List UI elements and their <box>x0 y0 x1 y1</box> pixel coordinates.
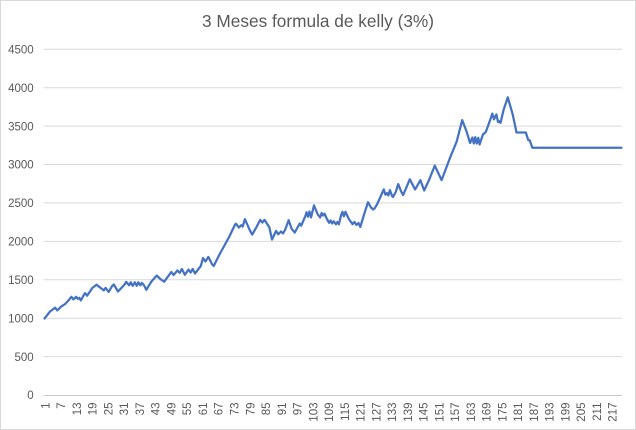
svg-text:19: 19 <box>88 403 100 416</box>
svg-text:3500: 3500 <box>8 121 34 133</box>
svg-text:91: 91 <box>277 403 289 416</box>
svg-text:67: 67 <box>214 403 226 416</box>
svg-text:145: 145 <box>419 403 431 422</box>
svg-text:187: 187 <box>529 403 541 422</box>
svg-text:13: 13 <box>72 403 84 416</box>
svg-text:181: 181 <box>513 403 525 422</box>
svg-text:2500: 2500 <box>8 198 34 210</box>
svg-text:49: 49 <box>167 403 179 416</box>
svg-text:79: 79 <box>245 403 257 416</box>
svg-text:0: 0 <box>27 390 33 402</box>
svg-text:3000: 3000 <box>8 160 34 172</box>
svg-text:2000: 2000 <box>8 237 34 249</box>
svg-text:1: 1 <box>40 403 52 409</box>
svg-text:103: 103 <box>308 403 320 422</box>
svg-text:55: 55 <box>182 403 194 416</box>
svg-text:109: 109 <box>324 403 336 422</box>
svg-text:25: 25 <box>103 403 115 416</box>
svg-text:199: 199 <box>560 403 572 422</box>
svg-text:151: 151 <box>434 403 446 422</box>
svg-text:61: 61 <box>198 403 210 416</box>
svg-text:169: 169 <box>482 403 494 422</box>
svg-text:133: 133 <box>387 403 399 422</box>
svg-text:163: 163 <box>466 403 478 422</box>
svg-text:43: 43 <box>151 403 163 416</box>
svg-text:7: 7 <box>56 403 68 409</box>
svg-text:211: 211 <box>592 403 604 421</box>
svg-text:157: 157 <box>450 403 462 422</box>
svg-text:73: 73 <box>230 403 242 416</box>
svg-text:115: 115 <box>340 403 352 421</box>
svg-text:37: 37 <box>135 403 147 416</box>
svg-text:1500: 1500 <box>8 275 34 287</box>
svg-text:500: 500 <box>15 352 34 364</box>
svg-text:205: 205 <box>576 403 588 422</box>
svg-text:97: 97 <box>293 403 305 416</box>
svg-text:127: 127 <box>371 403 383 422</box>
svg-text:4500: 4500 <box>8 45 34 57</box>
svg-text:85: 85 <box>261 403 273 416</box>
svg-text:217: 217 <box>608 403 620 422</box>
svg-text:121: 121 <box>356 403 368 422</box>
svg-text:31: 31 <box>119 403 131 416</box>
svg-text:4000: 4000 <box>8 83 34 95</box>
svg-text:175: 175 <box>497 403 509 422</box>
svg-text:139: 139 <box>403 403 415 422</box>
svg-text:193: 193 <box>545 403 557 422</box>
svg-text:1000: 1000 <box>8 313 34 325</box>
svg-text:3 Meses formula de kelly (3%): 3 Meses formula de kelly (3%) <box>202 11 434 31</box>
